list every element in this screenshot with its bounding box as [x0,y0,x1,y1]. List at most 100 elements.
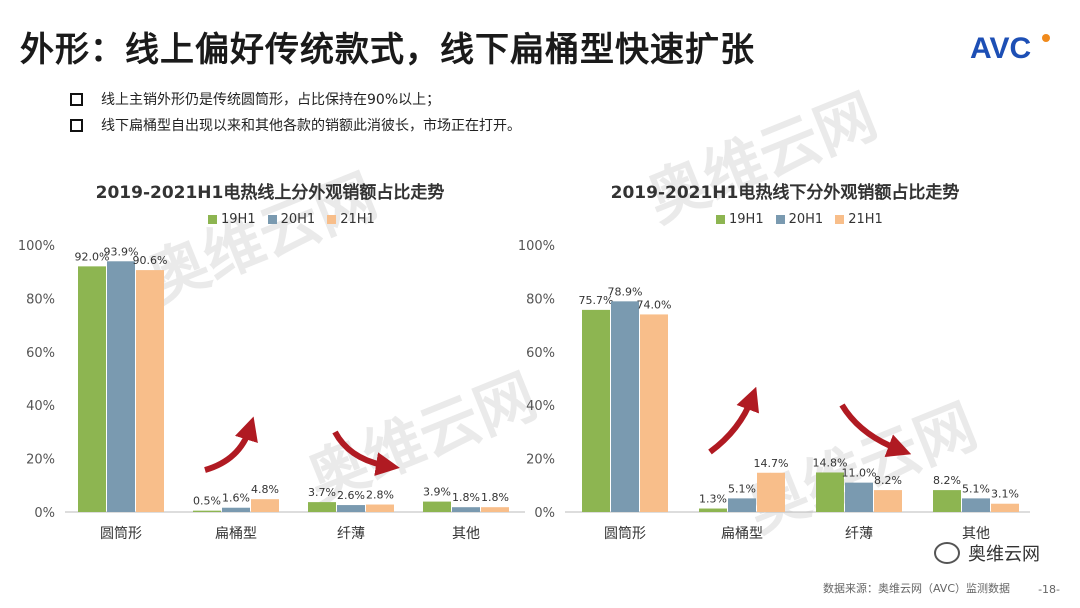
data-label: 1.3% [699,493,727,506]
bar-21H1 [136,270,164,512]
y-tick-label: 20% [526,453,555,468]
bullet-list: 线上主销外形仍是传统圆筒形，占比保持在90%以上； 线下扁桶型自出现以来和其他各… [70,86,521,138]
category-label: 扁桶型 [215,526,257,542]
data-label: 3.1% [991,488,1019,501]
chart-legend-offline: 19H1 20H1 21H1 [716,212,883,227]
y-tick-label: 20% [26,453,55,468]
data-label: 1.8% [452,491,480,504]
data-label: 0.5% [193,495,221,508]
source-note: 数据来源：奥维云网（AVC）监测数据 [822,582,1010,595]
bar-19H1 [933,490,961,512]
data-label: 1.8% [481,491,509,504]
data-label: 2.6% [337,489,365,502]
y-tick-label: 40% [526,399,555,414]
data-label: 11.0% [842,467,877,480]
legend-swatch [327,215,337,224]
bar-19H1 [193,510,221,512]
data-label: 92.0% [75,250,110,263]
bar-21H1 [757,472,785,512]
data-label: 93.9% [104,245,139,258]
bar-20H1 [962,498,990,512]
category-label: 其他 [452,526,480,542]
bar-20H1 [728,498,756,512]
data-label: 74.0% [637,298,672,311]
bar-19H1 [78,266,106,512]
category-label: 扁桶型 [721,526,763,542]
legend-label: 20H1 [788,212,824,227]
legend-swatch [835,215,845,224]
bullet-square-icon [70,92,83,106]
down-arrow-icon [839,403,912,458]
avc-logo: AVC [970,32,1050,65]
y-tick-label: 60% [526,346,555,361]
bar-20H1 [337,505,365,512]
data-label: 2.8% [366,489,394,502]
bar-19H1 [423,501,451,512]
bar-19H1 [699,508,727,512]
legend-item: 21H1 [835,212,883,227]
y-tick-label: 80% [26,292,55,307]
bullet-item: 线下扁桶型自出现以来和其他各款的销额此消彼长，市场正在打开。 [70,112,521,138]
up-arrow-icon [708,386,760,455]
bar-20H1 [107,261,135,512]
y-tick-label: 80% [526,292,555,307]
data-label: 78.9% [608,285,643,298]
data-label: 5.1% [962,482,990,495]
bullet-text: 线上主销外形仍是传统圆筒形，占比保持在90%以上； [101,92,441,108]
chart-title-online: 2019-2021H1电热线上分外观销额占比走势 [95,183,445,203]
y-tick-label: 100% [18,239,55,254]
legend-label: 19H1 [221,212,256,227]
legend-swatch [208,215,217,224]
bar-21H1 [251,499,279,512]
legend-label: 21H1 [340,212,375,227]
category-label: 圆筒形 [100,525,142,542]
bar-20H1 [222,507,250,512]
bar-21H1 [640,314,668,512]
bullet-item: 线上主销外形仍是传统圆筒形，占比保持在90%以上； [70,86,521,112]
bar-20H1 [452,507,480,512]
bullet-text: 线下扁桶型自出现以来和其他各款的销额此消彼长，市场正在打开。 [101,118,521,134]
data-label: 14.7% [754,457,789,470]
bar-21H1 [874,490,902,512]
data-label: 8.2% [874,474,902,487]
y-tick-label: 40% [26,399,55,414]
data-label: 3.7% [308,486,336,499]
category-label: 其他 [962,526,990,542]
bar-19H1 [308,502,336,512]
legend-swatch [267,215,277,224]
bar-21H1 [481,507,509,512]
bullet-square-icon [70,118,83,132]
bar-19H1 [582,309,610,512]
legend-item: 20H1 [775,212,824,227]
wechat-label: 奥维云网 [968,544,1040,565]
bar-21H1 [991,503,1019,512]
svg-text:AVC: AVC [970,32,1031,65]
legend-swatch [716,215,725,224]
category-label: 纤薄 [337,526,365,542]
up-arrow-icon [204,416,258,473]
wechat-icon [934,542,960,564]
legend-swatch [775,215,785,224]
y-tick-label: 100% [518,239,555,254]
legend-label: 19H1 [729,212,764,227]
chart-title-offline: 2019-2021H1电热线下分外观销额占比走势 [610,183,960,203]
category-label: 圆筒形 [604,525,646,542]
legend-label: 20H1 [280,212,316,227]
legend-label: 21H1 [848,212,883,227]
data-label: 3.9% [423,486,451,499]
y-tick-label: 0% [34,506,55,521]
bar-20H1 [611,301,639,512]
legend-item: 20H1 [267,212,316,227]
wechat-badge: 奥维云网 [934,540,1040,566]
y-tick-label: 60% [26,346,55,361]
data-label: 75.7% [579,294,614,307]
y-tick-label: 0% [534,506,555,521]
data-label: 90.6% [133,254,168,267]
legend-item: 19H1 [716,212,764,227]
data-label: 5.1% [728,482,756,495]
down-arrow-icon [332,430,400,476]
data-label: 14.8% [813,456,848,469]
